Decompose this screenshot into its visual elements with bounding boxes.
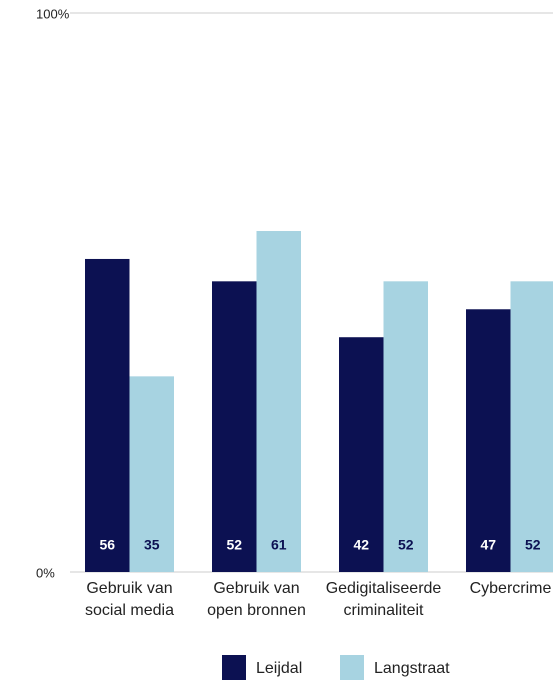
bar (212, 281, 257, 572)
y-tick-label: 100% (36, 6, 70, 21)
x-tick-label: Gebruik van (213, 580, 299, 597)
x-tick-label: Cybercrime (470, 580, 552, 597)
value-label: 35 (144, 537, 160, 553)
value-label: 42 (353, 537, 369, 553)
value-label: 52 (226, 537, 242, 553)
x-tick-label: open bronnen (207, 602, 306, 619)
x-tick-label: criminaliteit (343, 602, 424, 619)
legend-swatch (340, 655, 364, 680)
x-tick-label: Gebruik van (86, 580, 172, 597)
value-label: 47 (480, 537, 496, 553)
value-label: 56 (99, 537, 115, 553)
bar (383, 281, 428, 572)
bar (466, 309, 511, 572)
legend-swatch (222, 655, 246, 680)
y-tick-label: 0% (36, 565, 55, 580)
value-label: 52 (398, 537, 414, 553)
x-tick-label: social media (85, 602, 174, 619)
bar (510, 281, 553, 572)
bar (339, 337, 384, 572)
bar (129, 376, 174, 572)
bar (256, 231, 301, 572)
bar (85, 258, 130, 572)
legend-label: Langstraat (374, 660, 450, 677)
legend-label: Leijdal (256, 660, 302, 677)
x-tick-label: Gedigitaliseerde (326, 580, 442, 597)
value-label: 52 (525, 537, 541, 553)
value-label: 61 (271, 537, 287, 553)
